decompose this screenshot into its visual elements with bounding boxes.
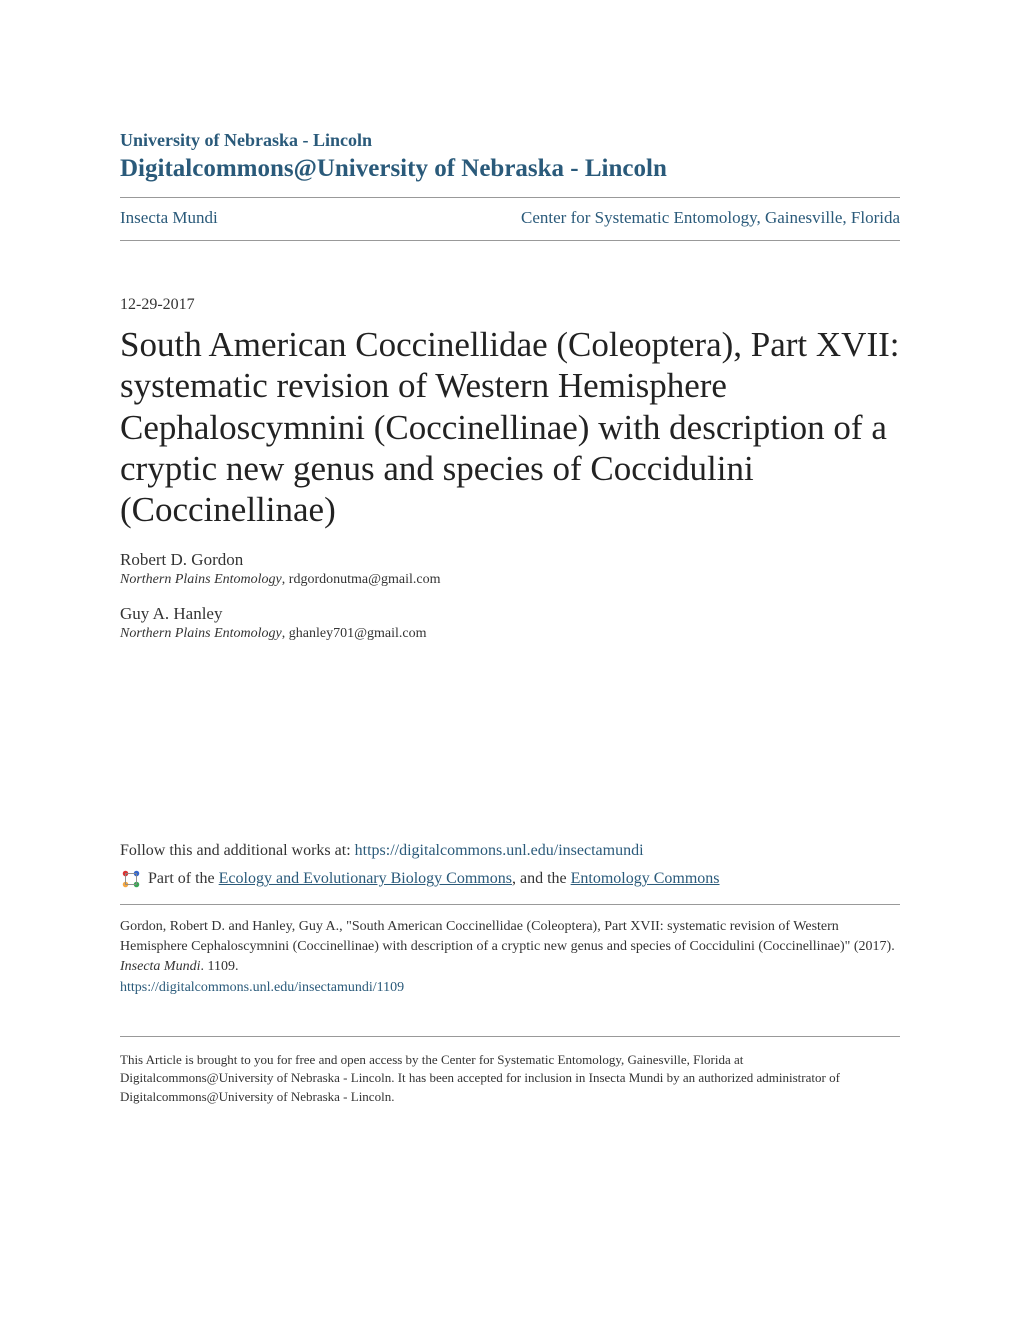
- follow-prefix: Follow this and additional works at:: [120, 842, 355, 859]
- citation-divider: [120, 904, 900, 905]
- header-links-row: Insecta Mundi Center for Systematic Ento…: [120, 208, 900, 228]
- part-prefix: Part of the: [148, 870, 219, 887]
- institution-name: University of Nebraska - Lincoln: [120, 130, 900, 151]
- citation-part1: Gordon, Robert D. and Hanley, Guy A., "S…: [120, 919, 895, 954]
- author-affiliation-italic-1: Northern Plains Entomology: [120, 572, 282, 587]
- follow-section: Follow this and additional works at: htt…: [120, 842, 900, 1105]
- commons-link-1[interactable]: Ecology and Evolutionary Biology Commons: [219, 870, 512, 887]
- footer-divider: [120, 1036, 900, 1037]
- footer-text: This Article is brought to you for free …: [120, 1051, 900, 1106]
- author-affiliation-2: Northern Plains Entomology, ghanley701@g…: [120, 626, 900, 642]
- commons-link-2[interactable]: Entomology Commons: [571, 870, 720, 887]
- author-name-2: Guy A. Hanley: [120, 604, 900, 624]
- commons-text: Part of the Ecology and Evolutionary Bio…: [148, 870, 720, 888]
- center-link[interactable]: Center for Systematic Entomology, Gaines…: [521, 208, 900, 228]
- author-block-2: Guy A. Hanley Northern Plains Entomology…: [120, 604, 900, 642]
- citation-part2: . 1109.: [200, 959, 238, 974]
- citation-url-link[interactable]: https://digitalcommons.unl.edu/insectamu…: [120, 980, 900, 996]
- author-email-2: , ghanley701@gmail.com: [282, 626, 427, 641]
- follow-url-link[interactable]: https://digitalcommons.unl.edu/insectamu…: [355, 842, 644, 859]
- author-email-1: , rdgordonutma@gmail.com: [282, 572, 441, 587]
- publication-date: 12-29-2017: [120, 296, 900, 314]
- author-affiliation-1: Northern Plains Entomology, rdgordonutma…: [120, 572, 900, 588]
- article-title: South American Coccinellidae (Coleoptera…: [120, 324, 900, 530]
- author-block-1: Robert D. Gordon Northern Plains Entomol…: [120, 550, 900, 588]
- commons-and: , and the: [512, 870, 571, 887]
- network-icon: [120, 868, 142, 890]
- header-divider-bottom: [120, 240, 900, 241]
- citation-italic: Insecta Mundi: [120, 959, 200, 974]
- follow-text: Follow this and additional works at: htt…: [120, 842, 900, 860]
- commons-row: Part of the Ecology and Evolutionary Bio…: [120, 868, 900, 890]
- header-divider-top: [120, 197, 900, 198]
- collection-link[interactable]: Insecta Mundi: [120, 208, 218, 228]
- repository-name[interactable]: Digitalcommons@University of Nebraska - …: [120, 155, 900, 183]
- author-affiliation-italic-2: Northern Plains Entomology: [120, 626, 282, 641]
- citation-text: Gordon, Robert D. and Hanley, Guy A., "S…: [120, 917, 900, 976]
- author-name-1: Robert D. Gordon: [120, 550, 900, 570]
